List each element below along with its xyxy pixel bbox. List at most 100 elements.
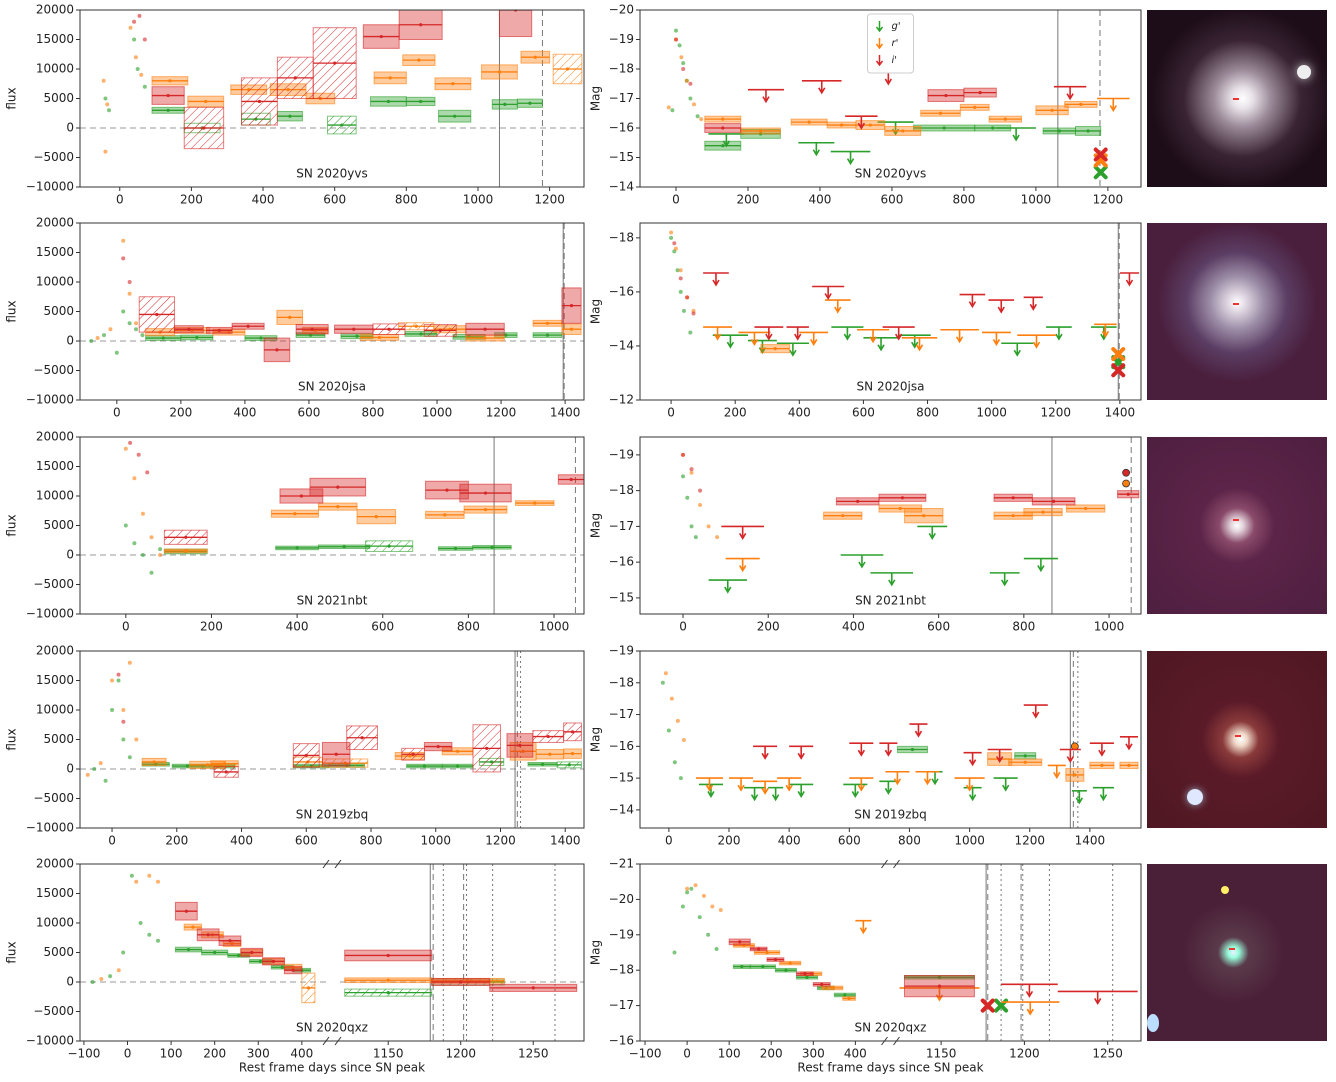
bin-point bbox=[1041, 510, 1045, 514]
y-tick-label: −20 bbox=[609, 3, 634, 17]
limit-arrow bbox=[884, 781, 893, 795]
bin-point bbox=[788, 961, 792, 965]
bin-point bbox=[847, 996, 851, 1001]
limit-arrow bbox=[1066, 749, 1075, 764]
x-tick-label: 0 bbox=[679, 620, 687, 634]
y-tick-label: −21 bbox=[609, 857, 634, 871]
bin-point bbox=[898, 506, 902, 511]
y-axis-label: Mag bbox=[589, 299, 603, 324]
data-point bbox=[127, 291, 132, 296]
data-point bbox=[695, 114, 700, 119]
limit-arrow bbox=[858, 555, 866, 569]
y-tick-label: −5000 bbox=[33, 791, 74, 805]
data-point bbox=[110, 678, 115, 683]
limit-arrow bbox=[722, 133, 731, 148]
limit-arrow bbox=[857, 116, 866, 130]
bin-point bbox=[565, 67, 570, 71]
bin-point bbox=[419, 332, 423, 336]
bin-point bbox=[569, 327, 574, 331]
bin-point bbox=[856, 499, 860, 503]
x-tick-label: 0 bbox=[672, 193, 680, 207]
x-tick-label: 1000 bbox=[422, 406, 453, 420]
data-point bbox=[102, 333, 107, 338]
x-tick-label: 300 bbox=[247, 1047, 270, 1061]
plot-area bbox=[80, 651, 584, 828]
y-tick-label: −5000 bbox=[33, 577, 74, 591]
host-image bbox=[1147, 651, 1327, 828]
x-tick-label: 100 bbox=[718, 1047, 741, 1061]
x-tick-label: 1200 bbox=[534, 193, 565, 207]
y-tick-label: 15000 bbox=[36, 32, 74, 46]
bin-point bbox=[187, 327, 191, 331]
y-tick-label: 5000 bbox=[43, 518, 74, 532]
limit-arrow bbox=[1098, 743, 1106, 757]
data-point bbox=[145, 470, 150, 475]
data-point bbox=[158, 553, 163, 557]
x-tick-label: 1400 bbox=[550, 834, 581, 848]
y-tick-label: 10000 bbox=[36, 703, 74, 717]
y-tick-label: −16 bbox=[609, 284, 634, 298]
y-tick-label: 0 bbox=[66, 548, 74, 562]
bin-point bbox=[991, 126, 995, 130]
data-point bbox=[673, 28, 678, 33]
data-point bbox=[699, 117, 704, 122]
limit-arrow bbox=[995, 749, 1004, 764]
y-tick-label: −15 bbox=[609, 590, 634, 604]
x-tick-label: 1200 bbox=[445, 1047, 476, 1061]
bin-point bbox=[340, 123, 344, 127]
limit-arrow bbox=[965, 778, 974, 792]
bin-point bbox=[830, 986, 834, 990]
x-tick-label: 1000 bbox=[539, 620, 570, 634]
final-marker bbox=[1093, 147, 1108, 162]
data-point bbox=[103, 149, 108, 154]
bin-point bbox=[459, 980, 463, 984]
y-tick-label: −5000 bbox=[33, 363, 74, 377]
y-tick-label: 10000 bbox=[36, 916, 74, 930]
bin-point bbox=[386, 953, 390, 958]
bin-point bbox=[213, 950, 217, 955]
bin-point bbox=[258, 959, 263, 963]
x-tick-label: 200 bbox=[165, 834, 188, 848]
bin-point bbox=[841, 514, 845, 518]
y-tick-label: −19 bbox=[609, 447, 634, 461]
x-tick-label: 200 bbox=[737, 193, 760, 207]
data-point bbox=[675, 268, 680, 273]
bin-point bbox=[355, 334, 359, 338]
bin-point bbox=[184, 909, 188, 913]
x-tick-label: 1400 bbox=[550, 406, 581, 420]
bin-point bbox=[161, 336, 165, 340]
bin-point bbox=[186, 947, 191, 952]
sn-label: SN 2020jsa bbox=[857, 380, 925, 394]
data-point bbox=[133, 55, 138, 60]
y-tick-label: −12 bbox=[609, 393, 634, 407]
limit-arrow bbox=[761, 781, 769, 795]
bin-point bbox=[445, 488, 449, 492]
limit-arrow bbox=[923, 771, 932, 786]
bin-point bbox=[237, 953, 241, 958]
data-point bbox=[110, 708, 115, 712]
sn-label: SN 2020jsa bbox=[298, 380, 366, 394]
sn-label: SN 2020yvs bbox=[296, 167, 367, 181]
limit-arrow bbox=[997, 300, 1005, 314]
bin-point bbox=[443, 513, 447, 517]
bin-point bbox=[195, 335, 199, 340]
data-point bbox=[678, 776, 683, 781]
x-tick-label: 1400 bbox=[1105, 406, 1136, 420]
bin-point bbox=[155, 312, 159, 317]
y-tick-label: 20000 bbox=[36, 857, 74, 871]
data-point bbox=[142, 84, 147, 89]
data-point bbox=[685, 886, 690, 891]
sn-label: SN 2020qxz bbox=[855, 1021, 927, 1035]
data-point bbox=[673, 37, 678, 42]
bin-point bbox=[342, 545, 346, 549]
bin-point bbox=[333, 61, 337, 65]
bin-point bbox=[497, 70, 502, 74]
data-point bbox=[666, 105, 671, 110]
y-axis-label: flux bbox=[5, 728, 19, 750]
y-tick-label: 5000 bbox=[43, 91, 74, 105]
data-point bbox=[142, 37, 147, 42]
data-point bbox=[689, 886, 694, 891]
data-point bbox=[107, 108, 112, 113]
bin-point bbox=[807, 120, 811, 124]
limit-arrow bbox=[834, 300, 842, 314]
